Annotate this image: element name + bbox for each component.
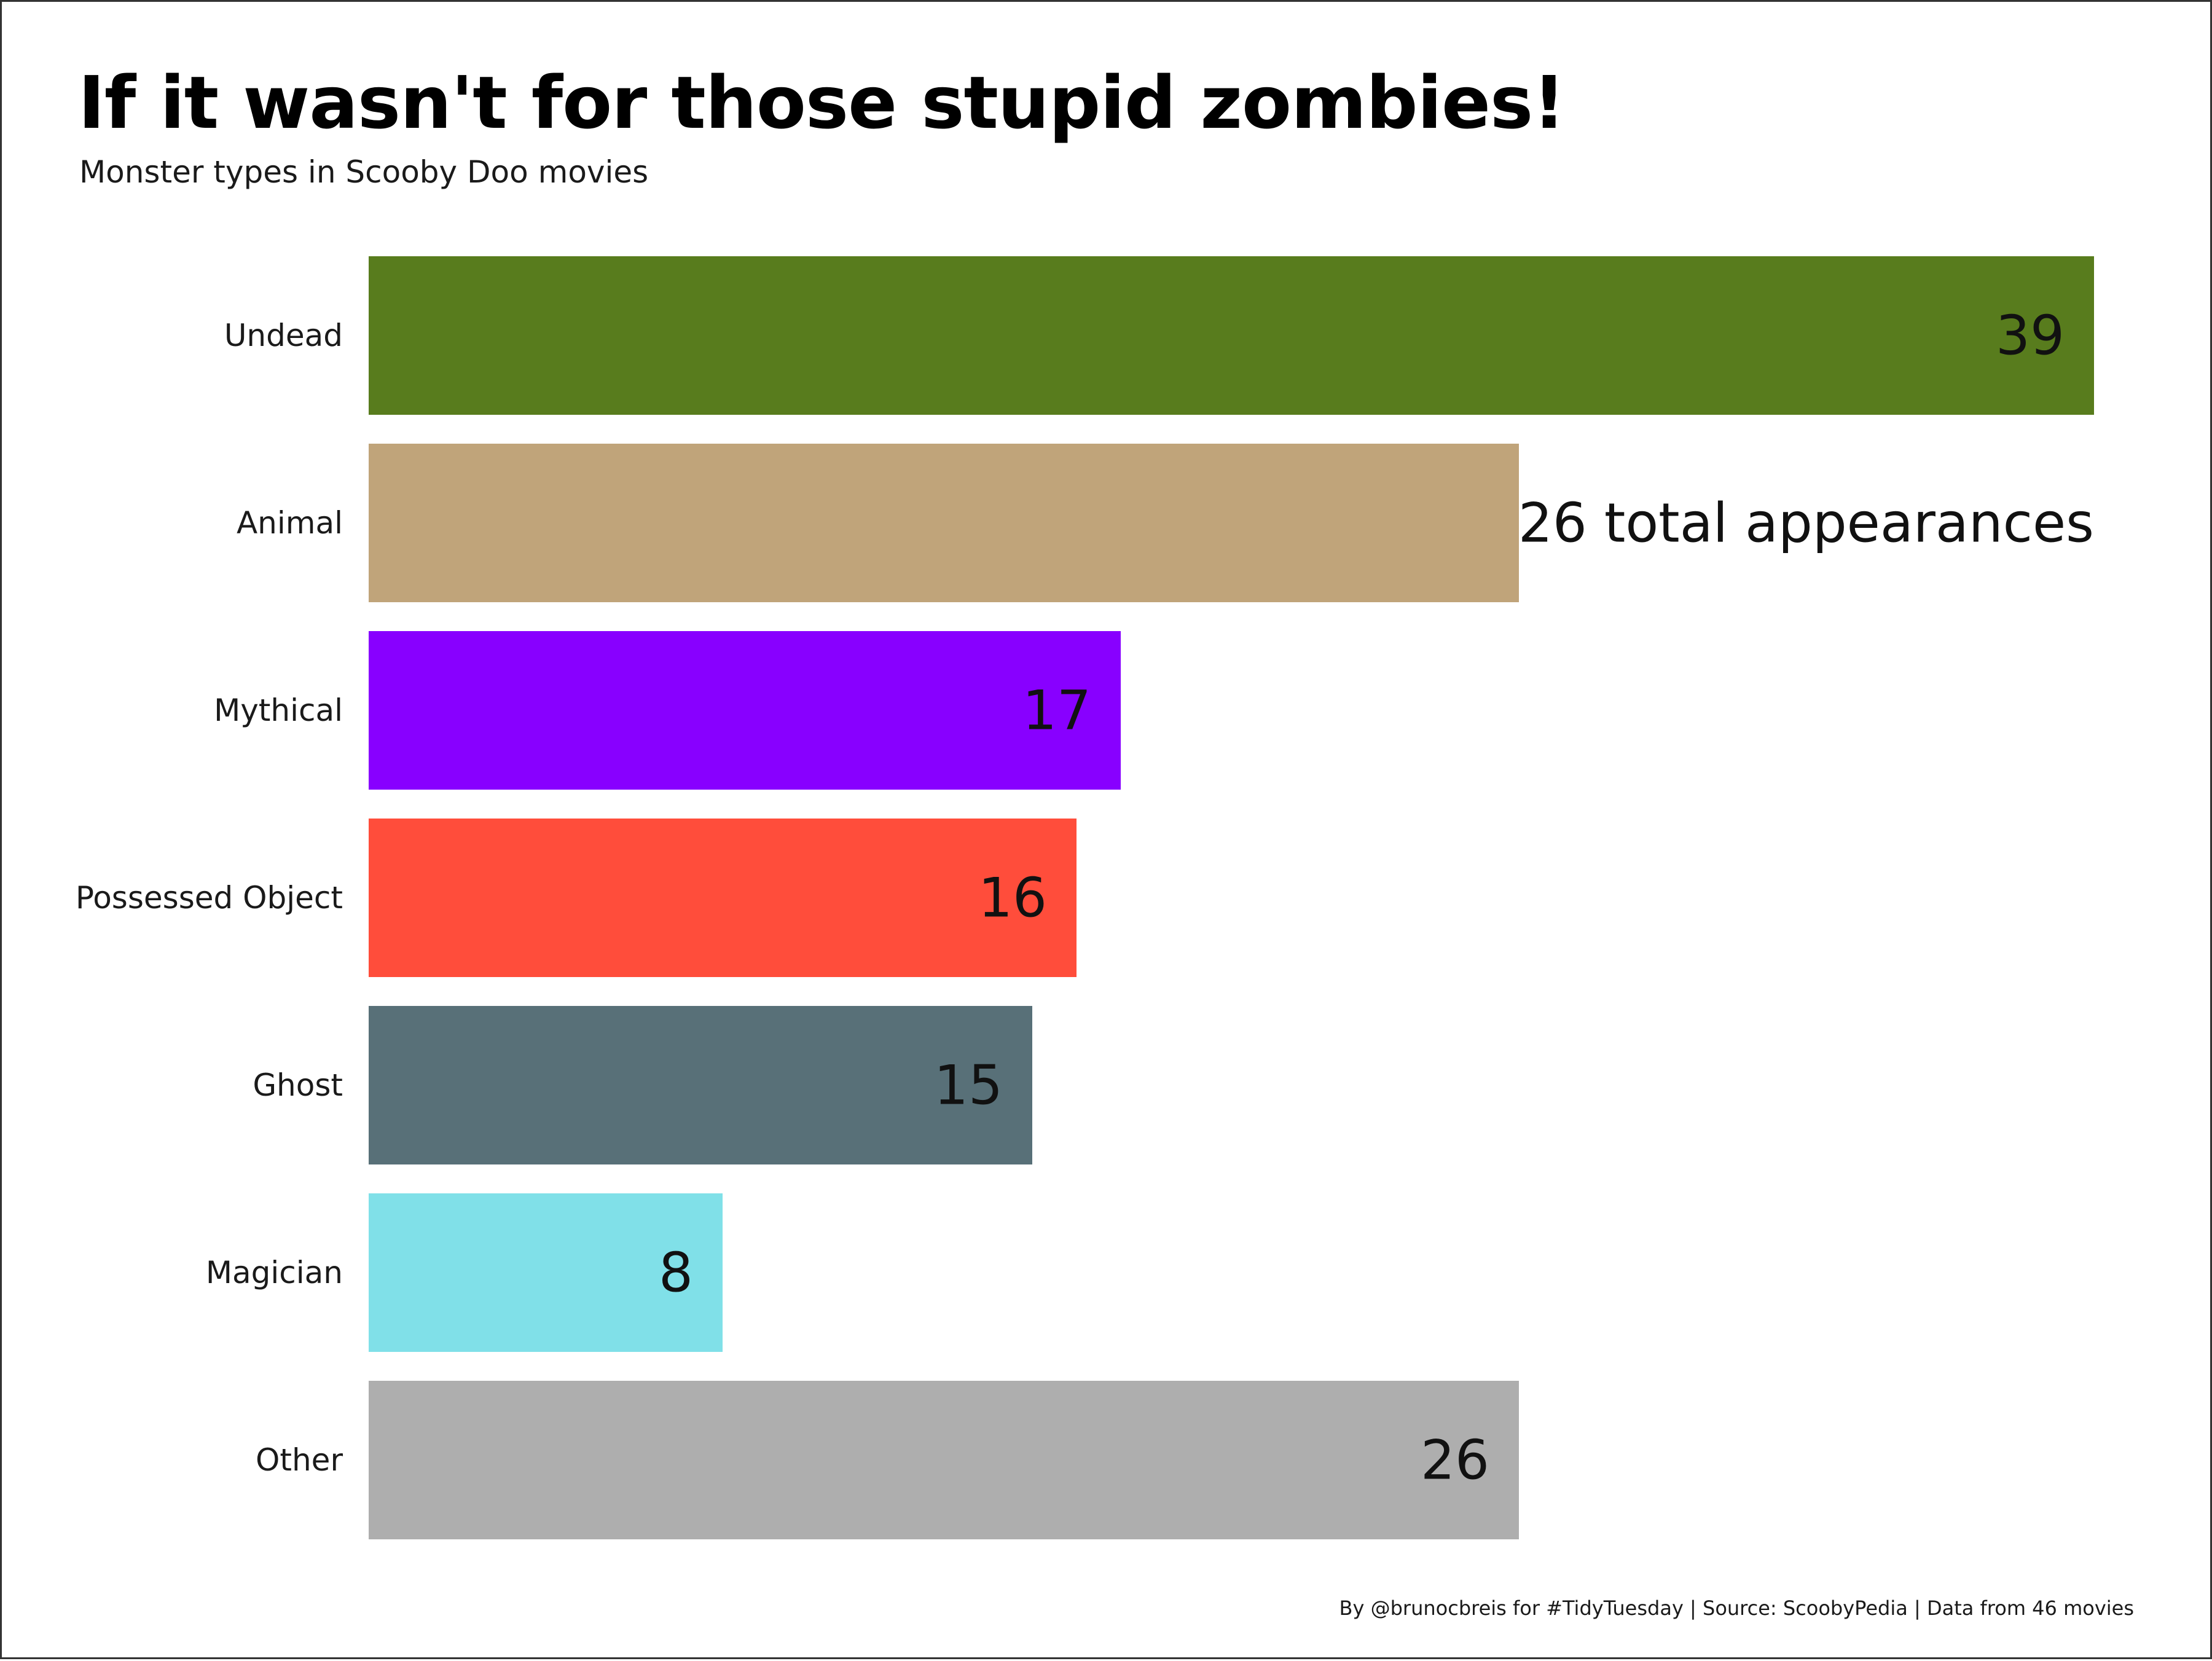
category-label-mythical: Mythical (214, 693, 343, 728)
category-label-undead: Undead (224, 318, 343, 353)
value-label-undead: 39 (1996, 304, 2065, 367)
bar-mythical (369, 631, 1121, 790)
value-label-magician: 8 (659, 1241, 693, 1305)
chart-caption: By @brunocbreis for #TidyTuesday | Sourc… (1339, 1596, 2134, 1620)
category-label-magician: Magician (206, 1255, 343, 1290)
bar-possessed-object (369, 819, 1077, 977)
chart-title: If it wasn't for those stupid zombies! (78, 60, 1566, 145)
value-label-animal: 26 total appearances (1518, 492, 2094, 555)
bar-animal (369, 444, 1519, 602)
value-label-mythical: 17 (1022, 679, 1091, 742)
category-label-possessed-object: Possessed Object (76, 880, 343, 916)
category-label-other: Other (256, 1442, 343, 1478)
bar-magician (369, 1193, 723, 1352)
bar-undead (369, 256, 2094, 415)
value-label-possessed-object: 16 (978, 866, 1047, 930)
value-label-other: 26 (1421, 1429, 1489, 1492)
value-label-ghost: 15 (934, 1054, 1003, 1117)
bar-ghost (369, 1006, 1032, 1164)
category-label-ghost: Ghost (253, 1067, 343, 1103)
bar-other (369, 1381, 1519, 1539)
category-label-animal: Animal (237, 505, 343, 541)
chart-subtitle: Monster types in Scooby Doo movies (79, 154, 649, 190)
